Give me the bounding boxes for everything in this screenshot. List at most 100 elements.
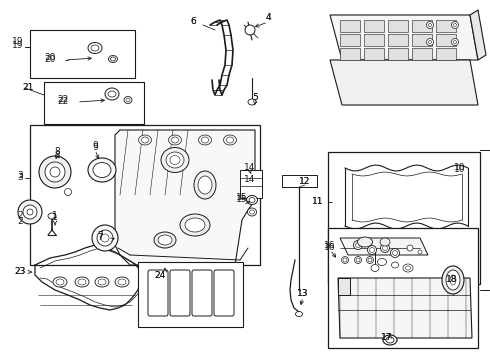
Ellipse shape bbox=[115, 277, 129, 287]
Ellipse shape bbox=[407, 245, 413, 251]
Text: 16: 16 bbox=[324, 240, 336, 249]
Text: 1: 1 bbox=[52, 213, 58, 222]
Text: 11: 11 bbox=[312, 198, 324, 207]
Ellipse shape bbox=[369, 248, 374, 252]
Text: 21: 21 bbox=[23, 82, 34, 91]
Text: 9: 9 bbox=[92, 141, 98, 150]
Ellipse shape bbox=[386, 337, 394, 343]
Ellipse shape bbox=[383, 335, 397, 345]
Text: 16: 16 bbox=[324, 243, 336, 252]
Ellipse shape bbox=[377, 258, 387, 266]
Bar bbox=[412, 20, 432, 32]
Text: 22: 22 bbox=[57, 95, 69, 104]
Text: 19: 19 bbox=[12, 40, 24, 49]
Ellipse shape bbox=[185, 218, 205, 232]
Text: 7: 7 bbox=[97, 230, 103, 239]
Ellipse shape bbox=[88, 42, 102, 54]
Ellipse shape bbox=[111, 57, 116, 61]
Text: 17: 17 bbox=[381, 333, 393, 342]
Ellipse shape bbox=[126, 98, 130, 102]
Ellipse shape bbox=[45, 162, 65, 182]
Ellipse shape bbox=[180, 214, 210, 236]
Ellipse shape bbox=[392, 262, 398, 268]
Ellipse shape bbox=[53, 277, 67, 287]
Text: 2: 2 bbox=[17, 217, 23, 226]
Text: 8: 8 bbox=[54, 147, 60, 156]
Ellipse shape bbox=[442, 266, 464, 294]
Ellipse shape bbox=[169, 135, 181, 145]
Ellipse shape bbox=[246, 195, 258, 204]
FancyBboxPatch shape bbox=[148, 270, 168, 316]
Ellipse shape bbox=[93, 162, 111, 177]
Ellipse shape bbox=[356, 243, 361, 248]
Ellipse shape bbox=[451, 22, 459, 28]
Bar bbox=[328, 228, 478, 348]
Bar bbox=[364, 34, 384, 46]
Ellipse shape bbox=[358, 237, 372, 247]
Ellipse shape bbox=[247, 208, 256, 216]
Text: 10: 10 bbox=[454, 163, 466, 172]
Polygon shape bbox=[470, 10, 486, 60]
Bar bbox=[282, 175, 317, 187]
Text: 19: 19 bbox=[12, 37, 24, 46]
Ellipse shape bbox=[166, 152, 184, 168]
Ellipse shape bbox=[426, 22, 434, 28]
Text: 3: 3 bbox=[17, 171, 23, 180]
Text: 5: 5 bbox=[252, 93, 258, 102]
Ellipse shape bbox=[27, 209, 33, 215]
Ellipse shape bbox=[356, 258, 360, 262]
Bar bbox=[44, 82, 144, 124]
Ellipse shape bbox=[95, 277, 109, 287]
Ellipse shape bbox=[161, 148, 189, 172]
Bar bbox=[388, 20, 408, 32]
Text: 12: 12 bbox=[299, 177, 311, 186]
Bar bbox=[388, 48, 408, 60]
Text: 13: 13 bbox=[297, 288, 309, 297]
Bar bbox=[436, 20, 456, 32]
Ellipse shape bbox=[428, 23, 432, 27]
Ellipse shape bbox=[454, 40, 457, 44]
Bar bbox=[328, 152, 480, 284]
Ellipse shape bbox=[249, 198, 255, 202]
Text: 4: 4 bbox=[265, 13, 271, 22]
Ellipse shape bbox=[98, 279, 106, 285]
Ellipse shape bbox=[446, 270, 460, 290]
Ellipse shape bbox=[198, 176, 212, 194]
Ellipse shape bbox=[108, 91, 116, 97]
Polygon shape bbox=[330, 15, 478, 60]
Bar bbox=[240, 170, 262, 198]
Ellipse shape bbox=[154, 232, 176, 248]
Ellipse shape bbox=[454, 23, 457, 27]
Text: 15: 15 bbox=[236, 195, 248, 204]
Ellipse shape bbox=[198, 135, 212, 145]
Text: 21: 21 bbox=[23, 84, 34, 93]
Bar bbox=[436, 34, 456, 46]
Bar bbox=[340, 48, 360, 60]
Ellipse shape bbox=[371, 265, 379, 271]
Ellipse shape bbox=[194, 171, 216, 199]
Text: 15: 15 bbox=[236, 194, 248, 202]
Polygon shape bbox=[338, 278, 472, 338]
Ellipse shape bbox=[75, 277, 89, 287]
Ellipse shape bbox=[23, 205, 37, 219]
Text: 8: 8 bbox=[54, 152, 60, 161]
Bar bbox=[412, 34, 432, 46]
Ellipse shape bbox=[201, 137, 209, 143]
Text: 22: 22 bbox=[57, 98, 69, 107]
Ellipse shape bbox=[172, 137, 178, 143]
Text: 23: 23 bbox=[14, 267, 25, 276]
Text: 13: 13 bbox=[297, 288, 309, 297]
Text: 20: 20 bbox=[44, 55, 56, 64]
Bar bbox=[340, 34, 360, 46]
Text: 2: 2 bbox=[17, 211, 23, 220]
Text: 9: 9 bbox=[92, 144, 98, 153]
Ellipse shape bbox=[342, 256, 348, 264]
Text: 24: 24 bbox=[154, 271, 166, 280]
FancyBboxPatch shape bbox=[192, 270, 212, 316]
Ellipse shape bbox=[65, 189, 72, 195]
Ellipse shape bbox=[50, 167, 60, 177]
Text: 1: 1 bbox=[52, 211, 58, 220]
Ellipse shape bbox=[97, 230, 113, 246]
Ellipse shape bbox=[248, 99, 256, 105]
Text: 10: 10 bbox=[454, 166, 466, 175]
